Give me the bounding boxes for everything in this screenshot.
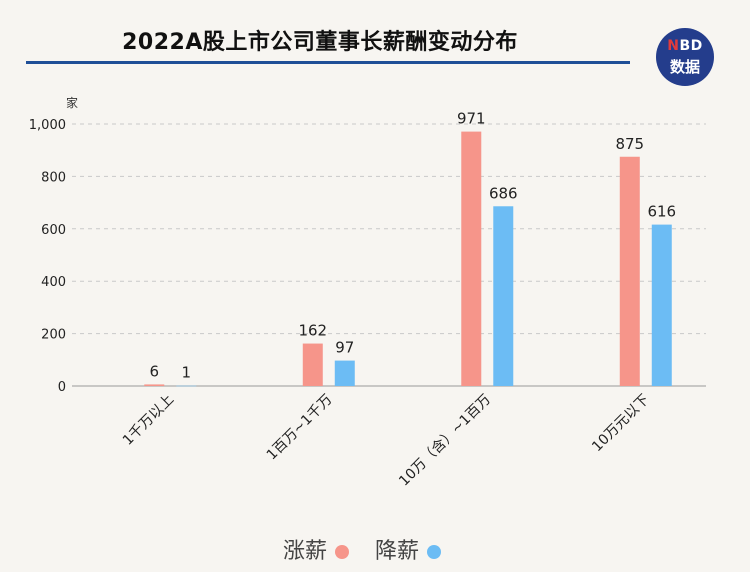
bar-raise [144,384,165,386]
x-category-label: 10万（含）~1百万 [396,392,494,490]
y-tick-label: 400 [41,275,66,290]
chart-title: 2022A股上市公司董事长薪酬变动分布 [122,30,518,55]
legend-label-cut: 降薪 [375,539,420,564]
data-label-raise: 162 [298,322,327,340]
data-label-raise: 875 [615,135,644,153]
title-underline [26,61,630,64]
y-tick-label: 200 [41,328,66,343]
bar-cut [651,224,672,386]
bar-cut [176,385,197,387]
data-label-cut: 1 [181,364,191,382]
y-tick-label: 800 [41,170,66,185]
logo-text-top: NBD [667,38,703,54]
bar-raise [302,343,323,386]
x-category-label: 10万元以下 [589,392,653,456]
x-category-label: 1百万~1千万 [264,392,336,464]
legend-dot-cut [427,545,442,559]
data-label-cut: 616 [647,203,676,221]
legend-dot-raise [335,545,349,559]
data-label-raise: 6 [149,362,159,380]
legend-label-raise: 涨薪 [282,539,327,564]
legend: 涨薪 降薪 [0,533,750,565]
logo-text-bottom: 数据 [669,58,700,76]
data-label-cut: 97 [335,339,354,357]
data-label-cut: 686 [489,184,518,202]
y-tick-label: 1,000 [29,118,66,133]
y-axis-unit: 家 [66,96,79,110]
x-category-label: 1千万以上 [120,392,177,449]
bar-cut [493,206,514,386]
y-tick-label: 0 [58,380,66,395]
nbd-logo: NBD 数据 [656,28,714,86]
bar-raise [619,156,640,386]
bar-cut [334,360,355,386]
bar-raise [461,131,482,386]
y-tick-label: 600 [41,223,66,238]
data-label-raise: 971 [457,110,486,128]
